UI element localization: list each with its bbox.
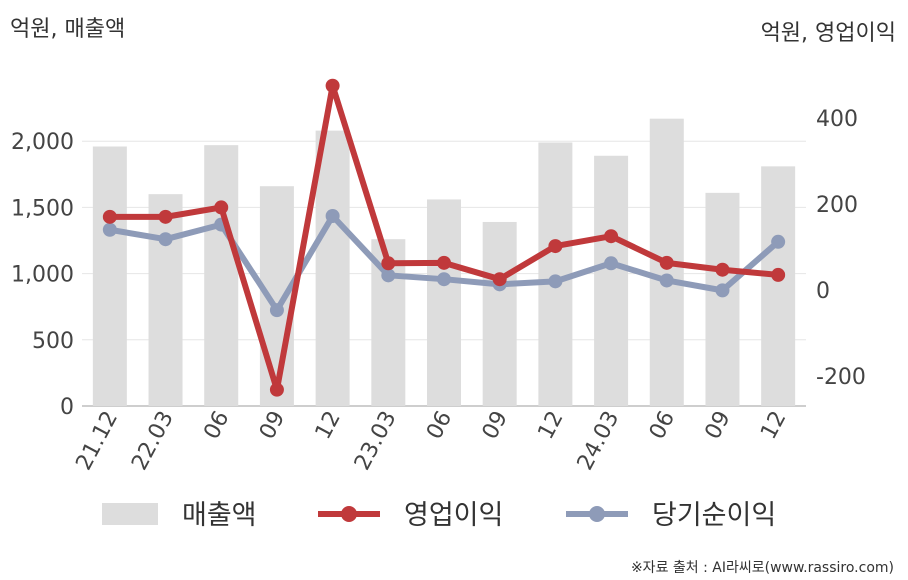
series-point [771, 267, 786, 282]
series-point [269, 303, 284, 318]
x-tick-label: 06 [645, 407, 680, 443]
left-tick-label: 1,500 [11, 196, 74, 221]
series-point [381, 256, 396, 271]
right-axis-unit: 억원, 영업이익 [761, 21, 896, 46]
x-tick-label: 24.03 [573, 407, 625, 474]
series-point [437, 272, 451, 287]
left-axis-ticks: 0 500 1,000 1,500 2,000 [11, 130, 74, 420]
legend-marker [341, 506, 357, 522]
left-tick-label: 500 [32, 329, 74, 354]
series-point [548, 274, 563, 289]
left-tick-label: 2,000 [11, 130, 74, 155]
revenue-bar [204, 145, 239, 406]
series-point [269, 382, 284, 397]
x-tick-label: 22.03 [127, 407, 179, 474]
series-point [492, 272, 507, 287]
x-tick-label: 23.03 [350, 407, 402, 474]
x-tick-label: 21.12 [72, 407, 124, 474]
legend-marker [589, 506, 605, 522]
revenue-bar [705, 192, 740, 406]
right-tick-label: 200 [816, 193, 858, 218]
left-tick-label: 1,000 [11, 263, 74, 288]
x-tick-label: 12 [756, 407, 791, 443]
revenue-bar [538, 142, 573, 407]
series-point [659, 255, 674, 270]
series-point [715, 283, 730, 298]
series-point [102, 222, 117, 237]
series-point [715, 262, 730, 277]
revenue-bar [427, 199, 461, 406]
series-point [325, 78, 340, 93]
legend: 매출액 영업이익 당기순이익 [102, 500, 776, 531]
x-tick-label: 06 [422, 407, 457, 443]
series-point [102, 209, 117, 224]
series-point [548, 239, 563, 254]
series-point [214, 200, 229, 215]
x-tick-label: 09 [701, 407, 736, 443]
series-point [771, 234, 786, 249]
source-note: ※자료 출처 : AI라씨로(www.rassiro.com) [631, 560, 894, 576]
series-point [604, 256, 619, 271]
revenue-bar [315, 130, 350, 406]
x-tick-label: 12 [311, 407, 346, 443]
legend-label: 매출액 [182, 500, 257, 531]
right-tick-label: 0 [816, 279, 830, 304]
series-point [325, 208, 340, 223]
right-axis-ticks: -200 0 200 400 [816, 107, 866, 390]
series-point [158, 209, 173, 224]
series-point [158, 232, 173, 247]
legend-label: 당기순이익 [652, 500, 776, 531]
revenue-bar [761, 166, 796, 406]
series-point [604, 229, 619, 244]
series-point [659, 273, 674, 288]
x-tick-label: 06 [199, 407, 234, 443]
x-tick-label: 09 [255, 407, 290, 443]
series-point [381, 268, 396, 283]
right-tick-label: 400 [816, 107, 858, 132]
series-point [437, 255, 451, 270]
revenue-bar [594, 155, 629, 406]
revenue-bar [482, 221, 517, 406]
x-tick-label: 12 [533, 407, 568, 443]
x-axis-ticks: 21.12 22.03 06 09 12 23.03 06 09 12 24.03 06 09 12 [72, 407, 792, 474]
right-tick-label: -200 [816, 365, 866, 390]
legend-label: 영업이익 [404, 500, 503, 531]
profit-lines [102, 78, 786, 397]
left-axis-unit: 억원, 매출액 [10, 17, 125, 42]
x-tick-label: 09 [478, 407, 513, 443]
revenue-bars [92, 118, 796, 407]
legend-swatch [102, 503, 158, 525]
revenue-bar [148, 194, 183, 406]
left-tick-label: 0 [60, 395, 74, 420]
revenue-bar [92, 146, 127, 406]
